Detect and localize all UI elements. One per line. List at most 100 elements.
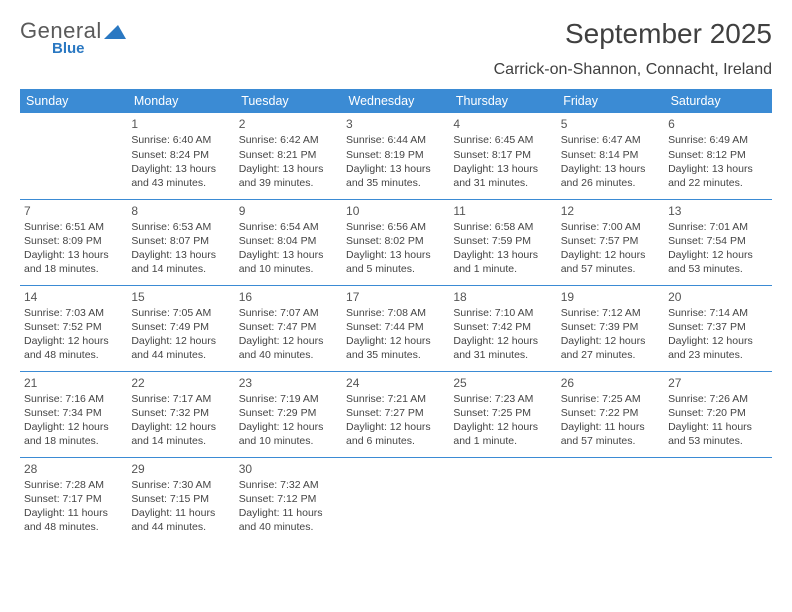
sunset-text: Sunset: 7:39 PM <box>561 320 660 334</box>
sunset-text: Sunset: 7:12 PM <box>239 492 338 506</box>
calendar-cell: 25Sunrise: 7:23 AMSunset: 7:25 PMDayligh… <box>449 371 556 457</box>
calendar-cell: 26Sunrise: 7:25 AMSunset: 7:22 PMDayligh… <box>557 371 664 457</box>
sunset-text: Sunset: 7:37 PM <box>668 320 767 334</box>
day-number: 25 <box>453 375 552 391</box>
day-number: 11 <box>453 203 552 219</box>
sunset-text: Sunset: 7:47 PM <box>239 320 338 334</box>
sunrise-text: Sunrise: 6:44 AM <box>346 133 445 147</box>
daylight-text: Daylight: 12 hours and 40 minutes. <box>239 334 338 362</box>
sunrise-text: Sunrise: 6:58 AM <box>453 220 552 234</box>
sunset-text: Sunset: 7:34 PM <box>24 406 123 420</box>
sunset-text: Sunset: 8:12 PM <box>668 148 767 162</box>
calendar-cell: 29Sunrise: 7:30 AMSunset: 7:15 PMDayligh… <box>127 457 234 543</box>
sunrise-text: Sunrise: 6:45 AM <box>453 133 552 147</box>
sunset-text: Sunset: 7:27 PM <box>346 406 445 420</box>
sunrise-text: Sunrise: 6:49 AM <box>668 133 767 147</box>
sunset-text: Sunset: 7:20 PM <box>668 406 767 420</box>
sunset-text: Sunset: 8:17 PM <box>453 148 552 162</box>
daylight-text: Daylight: 13 hours and 43 minutes. <box>131 162 230 190</box>
daylight-text: Daylight: 12 hours and 31 minutes. <box>453 334 552 362</box>
daylight-text: Daylight: 13 hours and 1 minute. <box>453 248 552 276</box>
col-sunday: Sunday <box>20 89 127 113</box>
sunrise-text: Sunrise: 7:05 AM <box>131 306 230 320</box>
day-number: 26 <box>561 375 660 391</box>
daylight-text: Daylight: 11 hours and 57 minutes. <box>561 420 660 448</box>
day-number: 13 <box>668 203 767 219</box>
calendar-cell: 7Sunrise: 6:51 AMSunset: 8:09 PMDaylight… <box>20 199 127 285</box>
sunrise-text: Sunrise: 6:56 AM <box>346 220 445 234</box>
col-friday: Friday <box>557 89 664 113</box>
sunrise-text: Sunrise: 7:19 AM <box>239 392 338 406</box>
sunset-text: Sunset: 8:04 PM <box>239 234 338 248</box>
sunset-text: Sunset: 7:54 PM <box>668 234 767 248</box>
daylight-text: Daylight: 12 hours and 10 minutes. <box>239 420 338 448</box>
calendar-cell: 30Sunrise: 7:32 AMSunset: 7:12 PMDayligh… <box>235 457 342 543</box>
sunrise-text: Sunrise: 7:16 AM <box>24 392 123 406</box>
sunrise-text: Sunrise: 7:26 AM <box>668 392 767 406</box>
calendar-cell: 13Sunrise: 7:01 AMSunset: 7:54 PMDayligh… <box>664 199 771 285</box>
daylight-text: Daylight: 13 hours and 35 minutes. <box>346 162 445 190</box>
daylight-text: Daylight: 12 hours and 23 minutes. <box>668 334 767 362</box>
day-number: 9 <box>239 203 338 219</box>
calendar-cell <box>342 457 449 543</box>
day-number: 16 <box>239 289 338 305</box>
sunrise-text: Sunrise: 7:23 AM <box>453 392 552 406</box>
sunrise-text: Sunrise: 7:08 AM <box>346 306 445 320</box>
sunset-text: Sunset: 8:21 PM <box>239 148 338 162</box>
calendar-cell: 28Sunrise: 7:28 AMSunset: 7:17 PMDayligh… <box>20 457 127 543</box>
sunset-text: Sunset: 7:42 PM <box>453 320 552 334</box>
calendar-week: 7Sunrise: 6:51 AMSunset: 8:09 PMDaylight… <box>20 199 772 285</box>
day-number: 29 <box>131 461 230 477</box>
calendar-week: 14Sunrise: 7:03 AMSunset: 7:52 PMDayligh… <box>20 285 772 371</box>
day-number: 3 <box>346 116 445 132</box>
sunrise-text: Sunrise: 7:28 AM <box>24 478 123 492</box>
calendar-cell: 12Sunrise: 7:00 AMSunset: 7:57 PMDayligh… <box>557 199 664 285</box>
daylight-text: Daylight: 13 hours and 18 minutes. <box>24 248 123 276</box>
sunset-text: Sunset: 8:19 PM <box>346 148 445 162</box>
calendar-cell: 8Sunrise: 6:53 AMSunset: 8:07 PMDaylight… <box>127 199 234 285</box>
col-wednesday: Wednesday <box>342 89 449 113</box>
daylight-text: Daylight: 12 hours and 48 minutes. <box>24 334 123 362</box>
calendar-cell: 20Sunrise: 7:14 AMSunset: 7:37 PMDayligh… <box>664 285 771 371</box>
calendar-week: 28Sunrise: 7:28 AMSunset: 7:17 PMDayligh… <box>20 457 772 543</box>
day-number: 18 <box>453 289 552 305</box>
day-number: 27 <box>668 375 767 391</box>
sunset-text: Sunset: 8:07 PM <box>131 234 230 248</box>
logo: General Blue <box>20 18 126 57</box>
day-number: 23 <box>239 375 338 391</box>
sunrise-text: Sunrise: 7:03 AM <box>24 306 123 320</box>
day-number: 17 <box>346 289 445 305</box>
day-number: 1 <box>131 116 230 132</box>
sunrise-text: Sunrise: 7:14 AM <box>668 306 767 320</box>
daylight-text: Daylight: 13 hours and 39 minutes. <box>239 162 338 190</box>
daylight-text: Daylight: 13 hours and 10 minutes. <box>239 248 338 276</box>
daylight-text: Daylight: 12 hours and 6 minutes. <box>346 420 445 448</box>
sunset-text: Sunset: 8:14 PM <box>561 148 660 162</box>
daylight-text: Daylight: 11 hours and 53 minutes. <box>668 420 767 448</box>
daylight-text: Daylight: 11 hours and 40 minutes. <box>239 506 338 534</box>
sunrise-text: Sunrise: 7:10 AM <box>453 306 552 320</box>
sunrise-text: Sunrise: 6:53 AM <box>131 220 230 234</box>
daylight-text: Daylight: 12 hours and 18 minutes. <box>24 420 123 448</box>
calendar-cell <box>557 457 664 543</box>
calendar-cell: 9Sunrise: 6:54 AMSunset: 8:04 PMDaylight… <box>235 199 342 285</box>
sunrise-text: Sunrise: 6:47 AM <box>561 133 660 147</box>
calendar-cell: 10Sunrise: 6:56 AMSunset: 8:02 PMDayligh… <box>342 199 449 285</box>
calendar-cell: 1Sunrise: 6:40 AMSunset: 8:24 PMDaylight… <box>127 113 234 199</box>
calendar-week: 21Sunrise: 7:16 AMSunset: 7:34 PMDayligh… <box>20 371 772 457</box>
day-number: 7 <box>24 203 123 219</box>
day-header-row: Sunday Monday Tuesday Wednesday Thursday… <box>20 89 772 113</box>
logo-triangle-icon <box>104 23 126 44</box>
sunrise-text: Sunrise: 6:51 AM <box>24 220 123 234</box>
day-number: 28 <box>24 461 123 477</box>
sunset-text: Sunset: 7:57 PM <box>561 234 660 248</box>
col-thursday: Thursday <box>449 89 556 113</box>
location-subtitle: Carrick-on-Shannon, Connacht, Ireland <box>20 61 772 79</box>
col-tuesday: Tuesday <box>235 89 342 113</box>
calendar-cell: 17Sunrise: 7:08 AMSunset: 7:44 PMDayligh… <box>342 285 449 371</box>
daylight-text: Daylight: 12 hours and 44 minutes. <box>131 334 230 362</box>
calendar-table: Sunday Monday Tuesday Wednesday Thursday… <box>20 89 772 543</box>
daylight-text: Daylight: 13 hours and 26 minutes. <box>561 162 660 190</box>
calendar-cell: 5Sunrise: 6:47 AMSunset: 8:14 PMDaylight… <box>557 113 664 199</box>
day-number: 15 <box>131 289 230 305</box>
